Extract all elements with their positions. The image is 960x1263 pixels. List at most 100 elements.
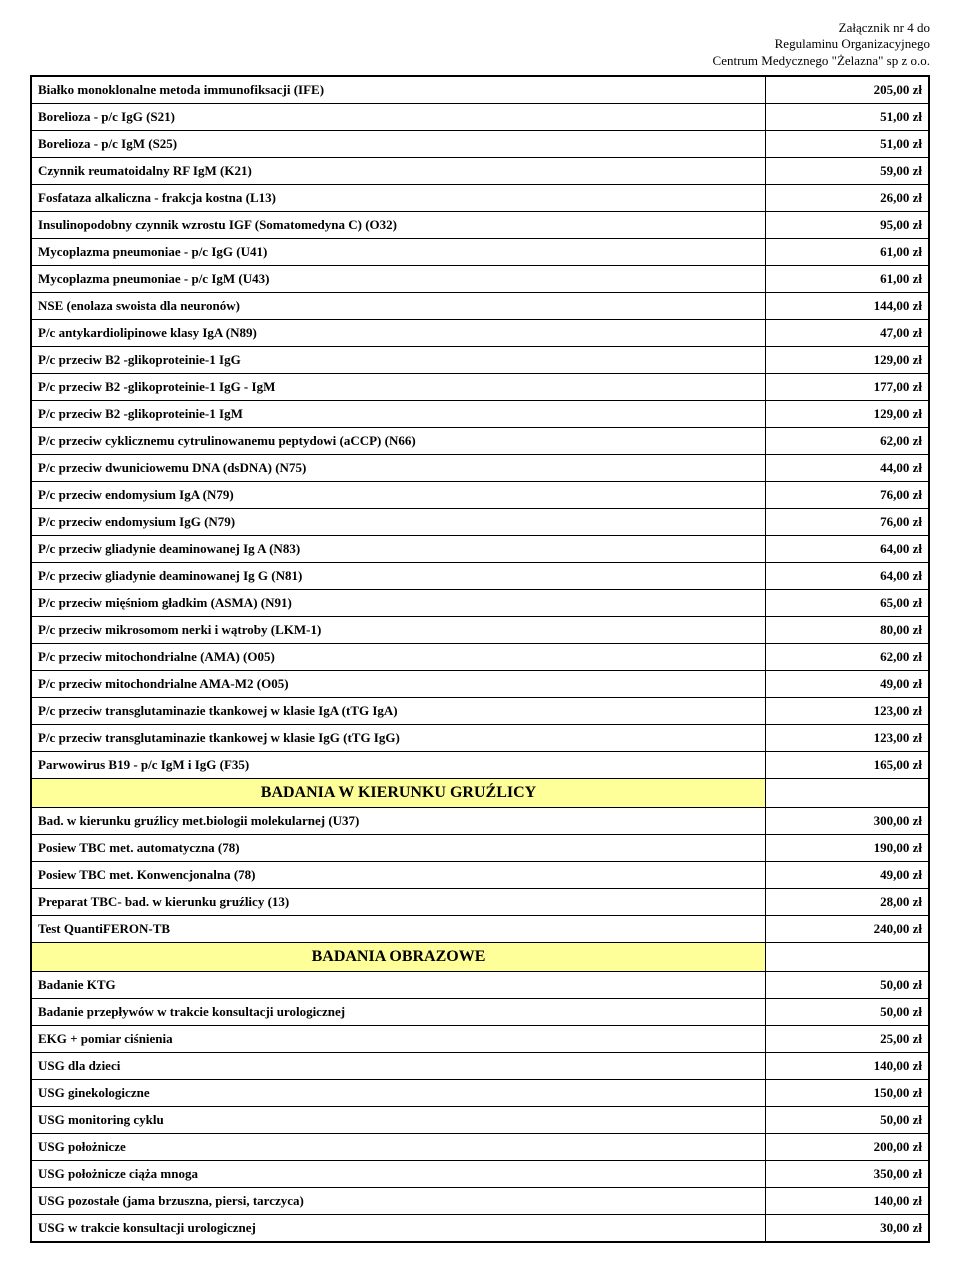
item-price: 123,00 zł bbox=[766, 697, 930, 724]
item-price: 59,00 zł bbox=[766, 157, 930, 184]
item-price: 165,00 zł bbox=[766, 751, 930, 778]
table-row: P/c przeciw transglutaminazie tkankowej … bbox=[31, 724, 929, 751]
table-row: Białko monoklonalne metoda immunofiksacj… bbox=[31, 76, 929, 104]
table-row: P/c przeciw transglutaminazie tkankowej … bbox=[31, 697, 929, 724]
item-label: P/c przeciw mitochondrialne (AMA) (O05) bbox=[31, 643, 766, 670]
item-price: 76,00 zł bbox=[766, 508, 930, 535]
table-row: P/c przeciw B2 -glikoproteinie-1 IgG - I… bbox=[31, 373, 929, 400]
table-row: NSE (enolaza swoista dla neuronów)144,00… bbox=[31, 292, 929, 319]
table-row: P/c przeciw dwuniciowemu DNA (dsDNA) (N7… bbox=[31, 454, 929, 481]
item-label: P/c przeciw dwuniciowemu DNA (dsDNA) (N7… bbox=[31, 454, 766, 481]
header-line-3: Centrum Medycznego "Żelazna" sp z o.o. bbox=[30, 53, 930, 69]
item-label: Mycoplazma pneumoniae - p/c IgM (U43) bbox=[31, 265, 766, 292]
item-label: USG położnicze ciąża mnoga bbox=[31, 1160, 766, 1187]
item-label: USG w trakcie konsultacji urologicznej bbox=[31, 1214, 766, 1242]
item-price: 64,00 zł bbox=[766, 562, 930, 589]
header-line-1: Załącznik nr 4 do bbox=[30, 20, 930, 36]
price-table: Białko monoklonalne metoda immunofiksacj… bbox=[30, 75, 930, 1243]
table-row: Mycoplazma pneumoniae - p/c IgG (U41)61,… bbox=[31, 238, 929, 265]
item-price: 65,00 zł bbox=[766, 589, 930, 616]
table-row: Czynnik reumatoidalny RF IgM (K21)59,00 … bbox=[31, 157, 929, 184]
item-label: EKG + pomiar ciśnienia bbox=[31, 1025, 766, 1052]
item-price: 95,00 zł bbox=[766, 211, 930, 238]
item-label: Preparat TBC- bad. w kierunku gruźlicy (… bbox=[31, 888, 766, 915]
table-row: USG dla dzieci140,00 zł bbox=[31, 1052, 929, 1079]
item-price: 200,00 zł bbox=[766, 1133, 930, 1160]
item-price: 76,00 zł bbox=[766, 481, 930, 508]
table-row: Posiew TBC met. automatyczna (78)190,00 … bbox=[31, 834, 929, 861]
item-price: 28,00 zł bbox=[766, 888, 930, 915]
item-label: Badanie KTG bbox=[31, 971, 766, 998]
item-label: P/c przeciw B2 -glikoproteinie-1 IgM bbox=[31, 400, 766, 427]
table-row: P/c przeciw gliadynie deaminowanej Ig G … bbox=[31, 562, 929, 589]
table-row: Fosfataza alkaliczna - frakcja kostna (L… bbox=[31, 184, 929, 211]
item-label: NSE (enolaza swoista dla neuronów) bbox=[31, 292, 766, 319]
item-price: 123,00 zł bbox=[766, 724, 930, 751]
table-row: EKG + pomiar ciśnienia25,00 zł bbox=[31, 1025, 929, 1052]
item-price: 190,00 zł bbox=[766, 834, 930, 861]
item-label: Fosfataza alkaliczna - frakcja kostna (L… bbox=[31, 184, 766, 211]
table-row: Posiew TBC met. Konwencjonalna (78)49,00… bbox=[31, 861, 929, 888]
item-price: 26,00 zł bbox=[766, 184, 930, 211]
item-label: P/c przeciw endomysium IgA (N79) bbox=[31, 481, 766, 508]
item-price: 62,00 zł bbox=[766, 643, 930, 670]
table-row: Badanie przepływów w trakcie konsultacji… bbox=[31, 998, 929, 1025]
item-label: Posiew TBC met. Konwencjonalna (78) bbox=[31, 861, 766, 888]
item-label: USG dla dzieci bbox=[31, 1052, 766, 1079]
item-label: P/c przeciw cyklicznemu cytrulinowanemu … bbox=[31, 427, 766, 454]
item-price: 129,00 zł bbox=[766, 346, 930, 373]
item-label: USG położnicze bbox=[31, 1133, 766, 1160]
item-price: 50,00 zł bbox=[766, 1106, 930, 1133]
table-row: Insulinopodobny czynnik wzrostu IGF (Som… bbox=[31, 211, 929, 238]
table-row: P/c antykardiolipinowe klasy IgA (N89)47… bbox=[31, 319, 929, 346]
section-title: BADANIA OBRAZOWE bbox=[31, 942, 766, 971]
table-row: P/c przeciw mitochondrialne (AMA) (O05)6… bbox=[31, 643, 929, 670]
item-price: 49,00 zł bbox=[766, 670, 930, 697]
item-label: Białko monoklonalne metoda immunofiksacj… bbox=[31, 76, 766, 104]
item-price: 80,00 zł bbox=[766, 616, 930, 643]
item-label: P/c przeciw transglutaminazie tkankowej … bbox=[31, 697, 766, 724]
item-price: 240,00 zł bbox=[766, 915, 930, 942]
item-label: Bad. w kierunku gruźlicy met.biologii mo… bbox=[31, 807, 766, 834]
table-row: P/c przeciw mikrosomom nerki i wątroby (… bbox=[31, 616, 929, 643]
header-line-2: Regulaminu Organizacyjnego bbox=[30, 36, 930, 52]
item-price: 49,00 zł bbox=[766, 861, 930, 888]
table-row: Parwowirus B19 - p/c IgM i IgG (F35)165,… bbox=[31, 751, 929, 778]
item-label: P/c przeciw gliadynie deaminowanej Ig A … bbox=[31, 535, 766, 562]
table-row: USG położnicze ciąża mnoga350,00 zł bbox=[31, 1160, 929, 1187]
item-label: USG ginekologiczne bbox=[31, 1079, 766, 1106]
item-price: 51,00 zł bbox=[766, 103, 930, 130]
table-row: Mycoplazma pneumoniae - p/c IgM (U43)61,… bbox=[31, 265, 929, 292]
table-row: P/c przeciw mitochondrialne AMA-M2 (O05)… bbox=[31, 670, 929, 697]
item-price: 64,00 zł bbox=[766, 535, 930, 562]
table-row: Borelioza - p/c IgG (S21)51,00 zł bbox=[31, 103, 929, 130]
table-row: USG położnicze200,00 zł bbox=[31, 1133, 929, 1160]
item-price: 350,00 zł bbox=[766, 1160, 930, 1187]
item-label: Posiew TBC met. automatyczna (78) bbox=[31, 834, 766, 861]
item-label: P/c przeciw B2 -glikoproteinie-1 IgG - I… bbox=[31, 373, 766, 400]
table-row: P/c przeciw cyklicznemu cytrulinowanemu … bbox=[31, 427, 929, 454]
item-price: 47,00 zł bbox=[766, 319, 930, 346]
item-price: 61,00 zł bbox=[766, 265, 930, 292]
item-label: P/c przeciw mięśniom gładkim (ASMA) (N91… bbox=[31, 589, 766, 616]
section-title: BADANIA W KIERUNKU GRUŹLICY bbox=[31, 778, 766, 807]
item-price: 144,00 zł bbox=[766, 292, 930, 319]
item-price: 30,00 zł bbox=[766, 1214, 930, 1242]
item-label: P/c przeciw B2 -glikoproteinie-1 IgG bbox=[31, 346, 766, 373]
table-row: Test QuantiFERON-TB240,00 zł bbox=[31, 915, 929, 942]
table-row: USG monitoring cyklu50,00 zł bbox=[31, 1106, 929, 1133]
section-empty-cell bbox=[766, 778, 930, 807]
item-price: 177,00 zł bbox=[766, 373, 930, 400]
section-header-row: BADANIA W KIERUNKU GRUŹLICY bbox=[31, 778, 929, 807]
item-price: 50,00 zł bbox=[766, 971, 930, 998]
item-label: Badanie przepływów w trakcie konsultacji… bbox=[31, 998, 766, 1025]
item-price: 51,00 zł bbox=[766, 130, 930, 157]
item-label: P/c przeciw endomysium IgG (N79) bbox=[31, 508, 766, 535]
document-header: Załącznik nr 4 do Regulaminu Organizacyj… bbox=[30, 20, 930, 69]
table-row: Preparat TBC- bad. w kierunku gruźlicy (… bbox=[31, 888, 929, 915]
item-price: 300,00 zł bbox=[766, 807, 930, 834]
section-empty-cell bbox=[766, 942, 930, 971]
item-label: Borelioza - p/c IgG (S21) bbox=[31, 103, 766, 130]
item-label: P/c przeciw mikrosomom nerki i wątroby (… bbox=[31, 616, 766, 643]
table-row: P/c przeciw mięśniom gładkim (ASMA) (N91… bbox=[31, 589, 929, 616]
